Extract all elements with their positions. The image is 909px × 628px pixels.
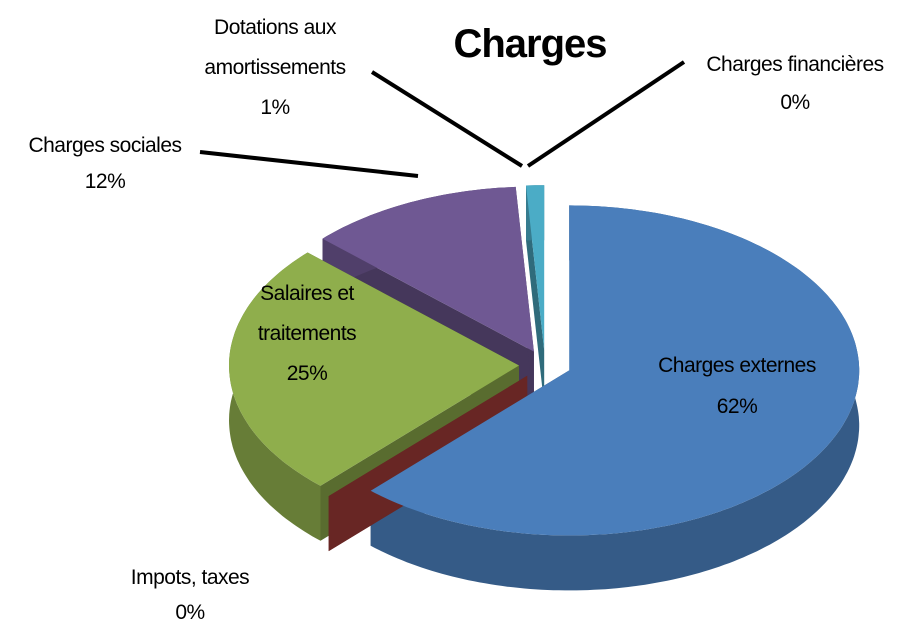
label-name: Charges externes (658, 354, 816, 377)
label-name: Impots, taxes (130, 566, 250, 589)
label-name: Dotations aux amortissements (204, 16, 346, 79)
label-value: 1% (260, 96, 290, 119)
slice (229, 252, 519, 486)
slice-wall (370, 205, 860, 591)
label-value: 25% (286, 362, 328, 385)
leader-line (526, 60, 686, 168)
label-value: 0% (175, 601, 205, 624)
slice-label: Charges financières 0% (680, 46, 909, 122)
label-name: Charges financières (706, 53, 884, 76)
label-value: 62% (716, 395, 758, 418)
label-name: Salaires et traitements (257, 282, 357, 345)
label-value: 0% (780, 91, 810, 114)
slice-side (526, 185, 545, 406)
slice-label: Impots, taxes 0% (90, 564, 290, 626)
slice (526, 185, 545, 351)
leader-line (370, 70, 524, 168)
label-value: 12% (84, 170, 126, 193)
slice (370, 205, 860, 536)
slice-label: Salaires et traitements 25% (232, 274, 382, 394)
chart-title: Charges (453, 22, 607, 66)
slice-label: Charges externes 62% (627, 352, 847, 420)
slice-label: Charges sociales 12% (5, 128, 205, 200)
label-name: Charges sociales (28, 134, 182, 157)
slice (322, 186, 534, 352)
leader-line (199, 150, 419, 178)
slice-label: Dotations aux amortissements 1% (180, 8, 370, 128)
